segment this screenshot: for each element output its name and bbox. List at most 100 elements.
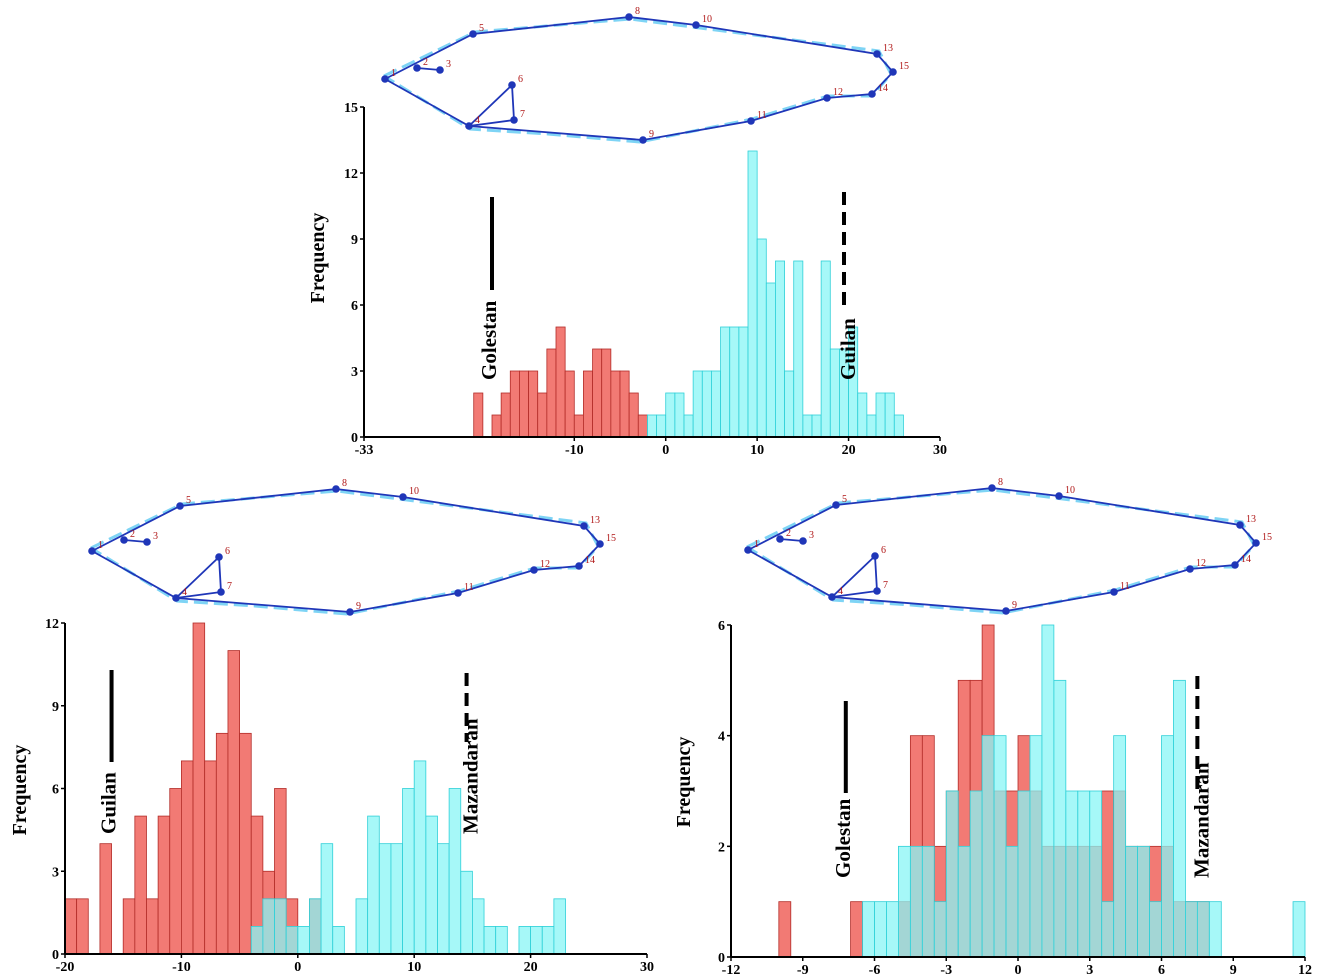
histogram-bar xyxy=(227,650,241,955)
x-tick-label: 30 xyxy=(933,443,947,458)
landmark-label: 2 xyxy=(423,57,428,68)
outline-segment xyxy=(123,539,148,543)
histogram-bar xyxy=(1161,735,1174,958)
landmark-point xyxy=(465,122,473,130)
landmark-label: 1 xyxy=(391,68,396,79)
histogram-bar xyxy=(637,414,648,438)
histogram-bar xyxy=(683,414,694,438)
landmark-point xyxy=(217,588,225,596)
histogram-bar xyxy=(309,898,322,955)
histogram-bar xyxy=(355,898,369,955)
group-label: Mazandaran xyxy=(1189,762,1213,878)
histogram-bar xyxy=(893,414,904,438)
consensus-outline xyxy=(746,488,1256,615)
landmark-point xyxy=(832,501,840,509)
landmark-label: 11 xyxy=(757,110,767,121)
landmark-label: 1 xyxy=(754,539,759,550)
histogram-bar xyxy=(378,843,392,955)
group-label: Guilan xyxy=(836,318,860,380)
histogram-bar xyxy=(981,735,995,958)
landmark-label: 2 xyxy=(786,528,791,539)
landmark-point xyxy=(143,538,151,546)
histogram-bar xyxy=(519,370,529,438)
histogram-bar xyxy=(1149,901,1162,958)
landmark-point xyxy=(346,608,354,616)
histogram-bar xyxy=(933,901,947,958)
consensus-outline xyxy=(383,17,893,144)
y-tick-label: 3 xyxy=(351,365,358,380)
landmark-point xyxy=(776,535,784,543)
histogram-bar xyxy=(518,926,532,955)
histogram-bar xyxy=(1113,735,1127,958)
histogram-bar xyxy=(483,926,497,955)
landmark-label: 3 xyxy=(446,59,451,70)
histogram-bar xyxy=(530,926,543,955)
landmark-label: 9 xyxy=(649,129,654,140)
landmark-label: 15 xyxy=(899,61,909,72)
histogram-bar xyxy=(747,150,758,438)
group-label: Golestan xyxy=(477,300,501,380)
histogram-bar xyxy=(647,414,657,438)
landmark-label: 6 xyxy=(881,545,886,556)
landmark-point xyxy=(454,589,462,597)
landmark-point xyxy=(399,493,407,501)
histogram-bar xyxy=(993,735,1007,958)
y-tick-label: 12 xyxy=(344,167,358,182)
histogram-bar xyxy=(509,370,520,438)
x-tick-label: -3 xyxy=(940,963,952,978)
landmark-point xyxy=(176,502,184,510)
landmark-point xyxy=(823,94,831,102)
landmark-point xyxy=(88,547,96,555)
landmark-label: 2 xyxy=(130,529,135,540)
y-tick-label: 6 xyxy=(718,619,725,634)
histogram-bar xyxy=(1101,901,1115,958)
histogram-bar xyxy=(778,901,792,958)
x-tick-label: 0 xyxy=(662,443,669,458)
outline-triangle xyxy=(175,555,222,599)
histogram-bar xyxy=(802,414,813,438)
x-tick-label: -10 xyxy=(172,960,191,975)
landmark-label: 4 xyxy=(838,586,843,597)
histogram-bar xyxy=(656,414,667,438)
x-tick-label: 10 xyxy=(407,960,421,975)
histogram-bar xyxy=(402,788,415,955)
x-tick-label: 0 xyxy=(1015,963,1022,978)
histogram-bar xyxy=(945,790,959,958)
y-tick-label: 4 xyxy=(718,730,725,745)
landmark-label: 13 xyxy=(883,43,893,54)
outline-path xyxy=(91,488,602,613)
landmark-point xyxy=(469,30,477,38)
histogram-bar xyxy=(390,843,403,955)
histogram-bar xyxy=(555,326,566,438)
landmark-label: 9 xyxy=(356,601,361,612)
outline-segment xyxy=(779,538,804,542)
y-tick-label: 0 xyxy=(718,951,725,966)
group-label: Golestan xyxy=(831,798,855,878)
landmark-point xyxy=(871,552,879,560)
histogram-bar xyxy=(692,370,703,438)
histogram-bar xyxy=(921,845,935,958)
histogram-bar xyxy=(541,926,555,955)
histogram-bar xyxy=(332,926,345,955)
landmark-point xyxy=(1252,539,1260,547)
landmark-point xyxy=(436,66,444,74)
histogram-bar xyxy=(850,901,863,958)
histogram-bar xyxy=(909,845,923,958)
histogram-bar xyxy=(811,414,822,438)
landmark-point xyxy=(873,50,881,58)
histogram-bar xyxy=(285,926,299,955)
histogram-bar xyxy=(76,898,89,955)
landmark-label: 13 xyxy=(1246,514,1256,525)
landmark-label: 6 xyxy=(225,546,230,557)
landmark-point xyxy=(575,562,583,570)
histogram-bar xyxy=(573,414,584,438)
landmark-label: 12 xyxy=(540,559,550,570)
histogram-bar xyxy=(1089,790,1103,958)
outline-segment xyxy=(416,67,441,71)
histogram-bar xyxy=(146,898,159,955)
histogram-bar xyxy=(784,370,795,438)
histogram-bar xyxy=(367,815,380,955)
